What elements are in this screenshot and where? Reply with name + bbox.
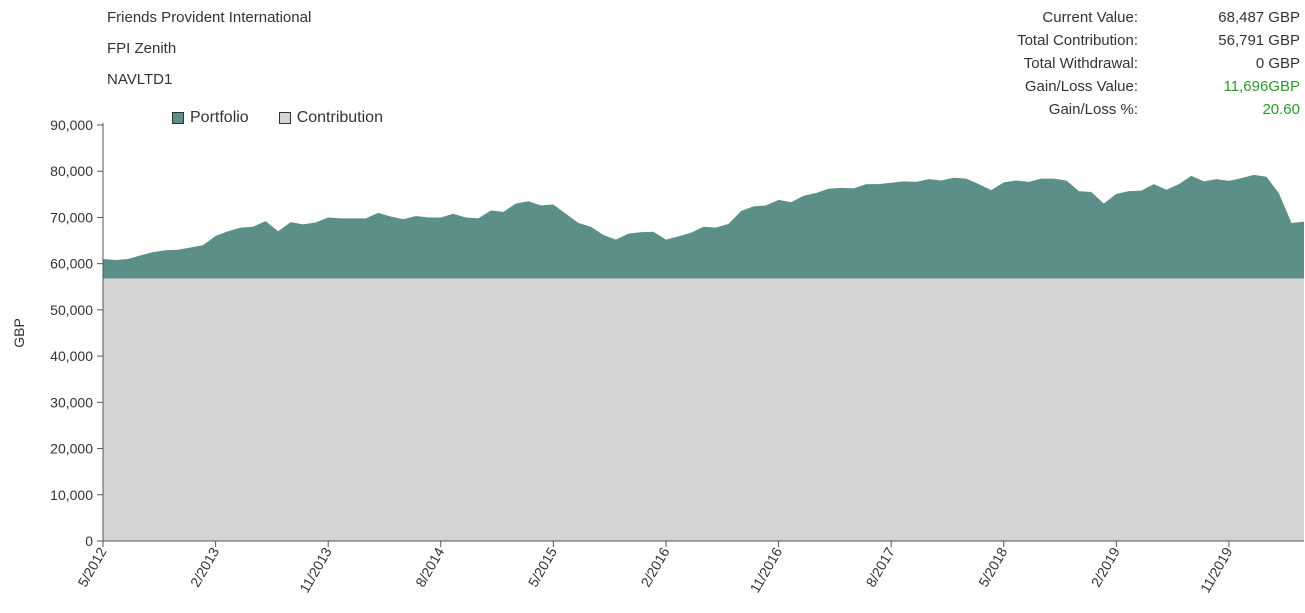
portfolio-swatch — [172, 112, 184, 124]
x-tick-label: 2/2013 — [187, 544, 222, 589]
y-tick-label: 20,000 — [50, 441, 93, 457]
stat-label: Gain/Loss %: — [1048, 101, 1138, 118]
legend-label-portfolio: Portfolio — [190, 109, 249, 126]
stat-value: 11,696GBP — [1223, 78, 1300, 95]
x-tick-label: 5/2015 — [525, 544, 560, 589]
x-tick-label: 2/2019 — [1088, 544, 1123, 589]
y-tick-label: 30,000 — [50, 394, 93, 410]
stat-value: 20.60 — [1262, 101, 1300, 118]
y-tick-label: 40,000 — [50, 348, 93, 364]
y-tick-label: 10,000 — [50, 487, 93, 503]
y-tick-label: 50,000 — [50, 302, 93, 318]
stat-label: Total Contribution: — [1017, 32, 1138, 49]
stat-label: Current Value: — [1042, 9, 1138, 26]
y-tick-label: 70,000 — [50, 209, 93, 225]
stat-label: Total Withdrawal: — [1023, 55, 1138, 72]
contribution-area — [103, 278, 1304, 541]
stat-value: 0 GBP — [1255, 55, 1300, 72]
x-tick-label: 2/2016 — [637, 544, 672, 589]
product-name: FPI Zenith — [107, 40, 177, 57]
y-tick-label: 0 — [85, 533, 93, 549]
stat-value: 68,487 GBP — [1218, 9, 1300, 26]
legend-label-contribution: Contribution — [296, 109, 383, 126]
stat-row: Gain/Loss %: 20.60 — [900, 100, 1300, 123]
fund-code: NAVLTD1 — [107, 71, 173, 88]
x-tick-label: 5/2012 — [74, 544, 109, 589]
x-tick-label: 11/2019 — [1197, 544, 1236, 595]
stat-row: Gain/Loss Value: 11,696GBP — [900, 77, 1300, 100]
legend-item-portfolio[interactable]: Portfolio — [172, 109, 249, 127]
y-tick-label: 60,000 — [50, 256, 93, 272]
legend-item-contribution[interactable]: Contribution — [278, 109, 383, 127]
stat-row: Total Withdrawal: 0 GBP — [900, 54, 1300, 77]
stat-value: 56,791 GBP — [1218, 32, 1300, 49]
provider-name: Friends Provident International — [107, 9, 312, 26]
stat-row: Current Value: 68,487 GBP — [900, 8, 1300, 31]
y-axis-label: GBP — [11, 318, 27, 348]
x-tick-label: 11/2013 — [296, 544, 335, 595]
y-tick-label: 80,000 — [50, 163, 93, 179]
contribution-swatch — [278, 112, 291, 124]
x-tick-label: 11/2016 — [747, 544, 786, 595]
y-tick-label: 90,000 — [50, 117, 93, 133]
x-tick-label: 5/2018 — [975, 544, 1010, 589]
stat-label: Gain/Loss Value: — [1024, 78, 1138, 95]
x-tick-label: 8/2014 — [412, 544, 447, 589]
chart-legend: Portfolio Contribution — [172, 109, 383, 127]
x-tick-label: 8/2017 — [863, 544, 898, 589]
stat-row: Total Contribution: 56,791 GBP — [900, 31, 1300, 54]
summary-stats: Current Value: 68,487 GBP Total Contributi… — [900, 8, 1300, 123]
